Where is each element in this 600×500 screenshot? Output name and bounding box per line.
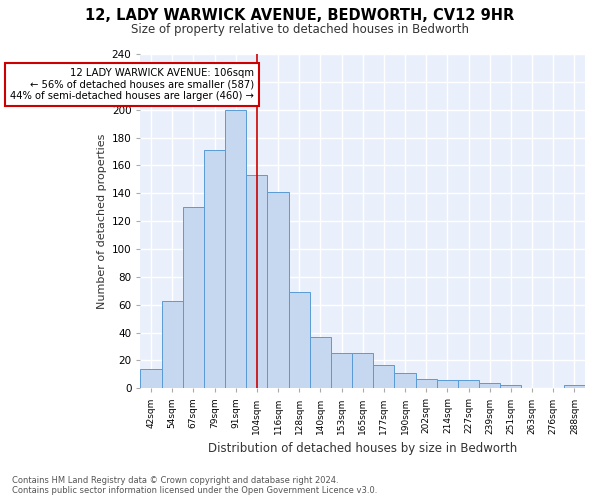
Bar [225, 110, 246, 388]
Bar [183, 207, 204, 388]
Bar [289, 292, 310, 388]
Bar [458, 380, 479, 388]
Bar [437, 380, 458, 388]
Bar [394, 373, 416, 388]
Bar [204, 150, 225, 388]
Bar [479, 382, 500, 388]
Bar [161, 300, 183, 388]
Bar [416, 378, 437, 388]
Bar [564, 386, 585, 388]
Y-axis label: Number of detached properties: Number of detached properties [97, 134, 107, 309]
Bar [373, 364, 394, 388]
Bar [500, 386, 521, 388]
Bar [140, 369, 161, 388]
Bar [310, 336, 331, 388]
Text: 12 LADY WARWICK AVENUE: 106sqm
← 56% of detached houses are smaller (587)
44% of: 12 LADY WARWICK AVENUE: 106sqm ← 56% of … [10, 68, 254, 101]
Text: Size of property relative to detached houses in Bedworth: Size of property relative to detached ho… [131, 22, 469, 36]
Bar [352, 354, 373, 388]
Text: 12, LADY WARWICK AVENUE, BEDWORTH, CV12 9HR: 12, LADY WARWICK AVENUE, BEDWORTH, CV12 … [85, 8, 515, 22]
Bar [268, 192, 289, 388]
Bar [246, 175, 268, 388]
Bar [331, 354, 352, 388]
X-axis label: Distribution of detached houses by size in Bedworth: Distribution of detached houses by size … [208, 442, 517, 455]
Text: Contains HM Land Registry data © Crown copyright and database right 2024.
Contai: Contains HM Land Registry data © Crown c… [12, 476, 377, 495]
